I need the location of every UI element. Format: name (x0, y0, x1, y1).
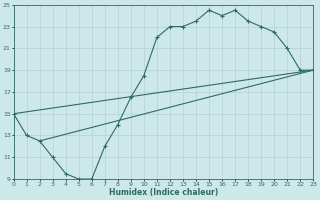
X-axis label: Humidex (Indice chaleur): Humidex (Indice chaleur) (109, 188, 218, 197)
